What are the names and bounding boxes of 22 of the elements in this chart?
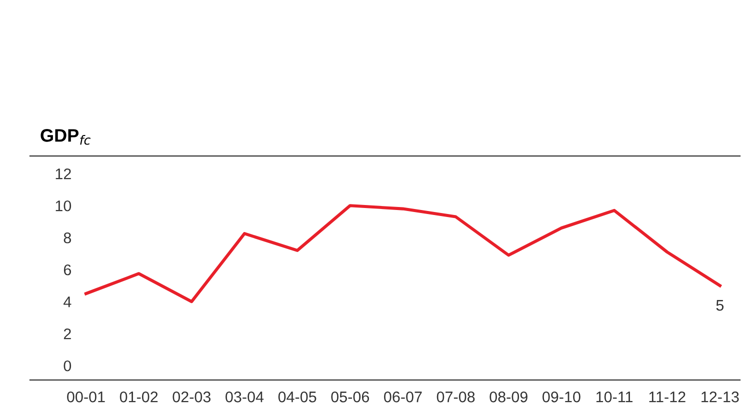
x-tick-label: 10-11 xyxy=(596,392,632,402)
x-tick-label: 06-07 xyxy=(384,392,422,402)
x-tick-label: 04-05 xyxy=(278,392,316,402)
y-tick-label: 12 xyxy=(56,168,71,180)
x-tick-label: 12-13 xyxy=(702,392,739,402)
y-tick-label: 2 xyxy=(64,328,71,340)
y-tick-label: 8 xyxy=(64,232,72,244)
y-axis-title: GDP$_{fc}$ xyxy=(40,129,91,145)
y-tick-label: 10 xyxy=(56,200,72,212)
x-tick-label: 08-09 xyxy=(490,392,528,402)
x-tick-label: 00-01 xyxy=(67,392,105,402)
x-tick-label: 05-06 xyxy=(331,392,369,402)
x-tick-label: 01-02 xyxy=(120,392,158,402)
data-label: 5 xyxy=(716,300,724,311)
x-tick-label: 03-04 xyxy=(226,392,264,402)
y-tick-label: 0 xyxy=(64,360,72,372)
x-tick-label: 02-03 xyxy=(172,392,211,402)
y-tick-label: 6 xyxy=(64,264,71,276)
x-tick-label: 11-12 xyxy=(649,392,686,402)
x-tick-label: 09-10 xyxy=(542,392,580,402)
y-tick-label: 4 xyxy=(64,296,72,308)
x-tick-label: 07-08 xyxy=(436,392,475,402)
